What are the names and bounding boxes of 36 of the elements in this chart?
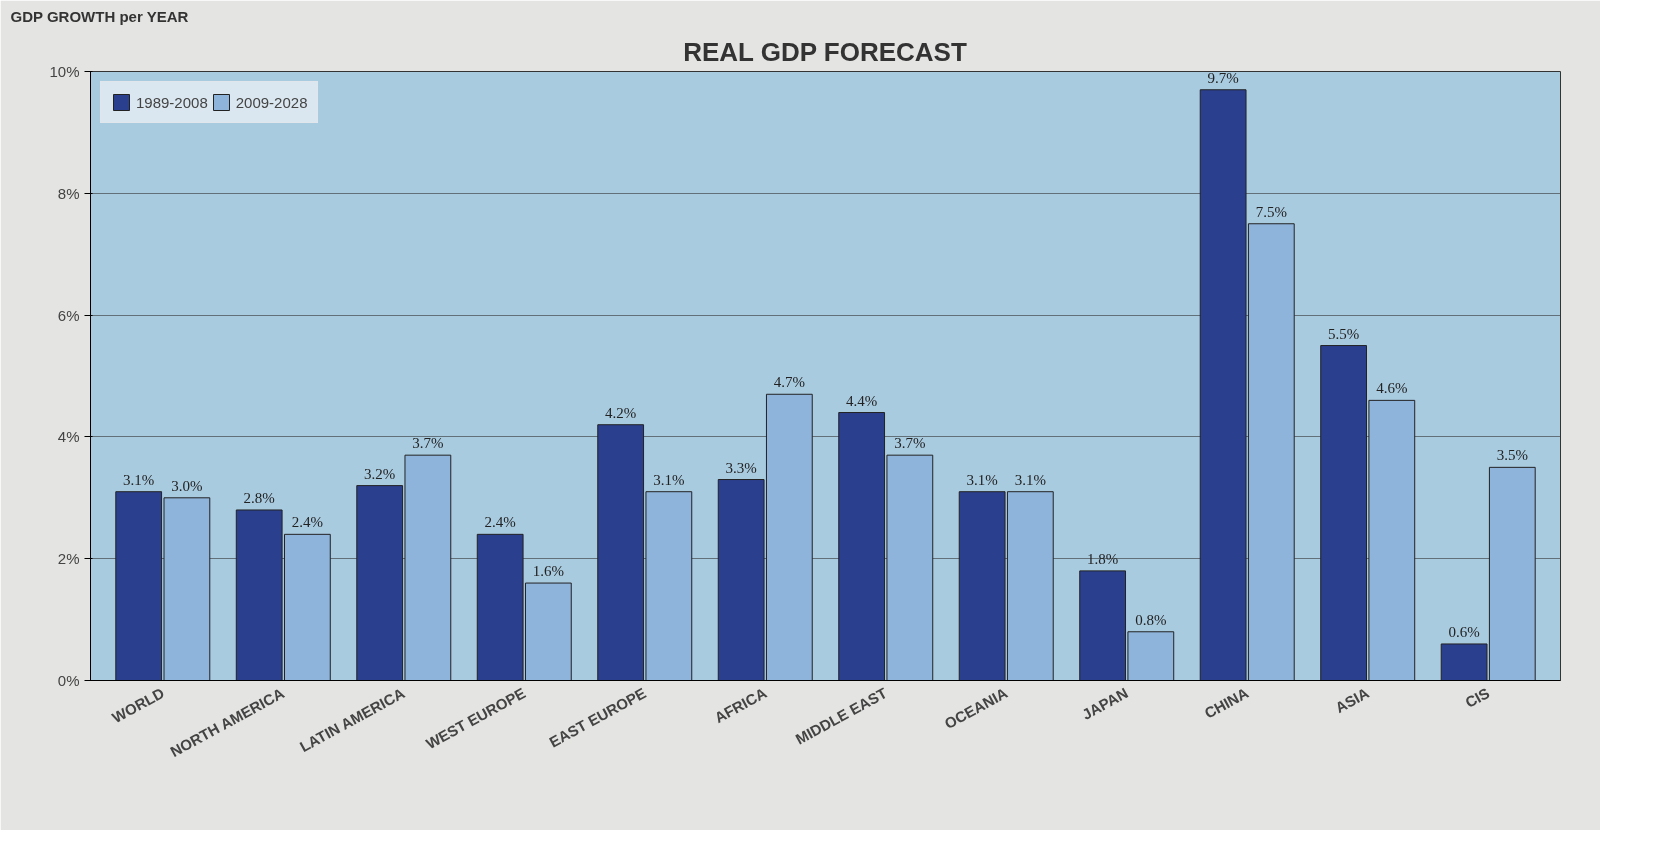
data-label: 3.7% bbox=[412, 435, 444, 452]
y-axis-title: GDP GROWTH per YEAR bbox=[10, 7, 189, 25]
y-tick-label: 8% bbox=[57, 184, 80, 202]
data-label: 3.2% bbox=[364, 465, 396, 482]
data-label: 7.5% bbox=[1255, 203, 1287, 220]
legend-label: 1989-2008 bbox=[136, 93, 208, 111]
y-tick-label: 4% bbox=[57, 428, 80, 446]
x-tick-label: ASIA bbox=[1332, 683, 1372, 717]
x-tick-label: CIS bbox=[1462, 684, 1493, 711]
data-label: 4.4% bbox=[846, 392, 878, 409]
data-label: 3.0% bbox=[171, 477, 203, 494]
data-label: 0.8% bbox=[1135, 611, 1167, 628]
y-tick-label: 10% bbox=[49, 63, 80, 80]
y-tick-label: 6% bbox=[57, 306, 80, 324]
legend-label: 2009-2028 bbox=[235, 93, 308, 111]
data-label: 3.5% bbox=[1496, 447, 1528, 464]
data-label: 3.1% bbox=[1014, 471, 1046, 488]
data-label: 9.7% bbox=[1207, 69, 1239, 86]
data-label: 3.7% bbox=[894, 435, 926, 452]
data-label: 2.4% bbox=[291, 514, 324, 531]
data-label: 4.2% bbox=[605, 404, 637, 421]
chart-title: REAL GDP FORECAST bbox=[683, 36, 967, 67]
data-label: 5.5% bbox=[1327, 325, 1360, 342]
data-label: 4.7% bbox=[773, 374, 805, 391]
data-label: 3.1% bbox=[653, 471, 685, 488]
data-label: 1.8% bbox=[1087, 550, 1119, 567]
data-label: 4.6% bbox=[1376, 380, 1408, 397]
data-label: 0.6% bbox=[1448, 623, 1480, 640]
data-label: 3.1% bbox=[123, 471, 155, 488]
y-tick-label: 0% bbox=[57, 672, 80, 689]
y-tick-label: 2% bbox=[57, 550, 80, 568]
data-label: 2.8% bbox=[243, 489, 275, 506]
data-label: 2.4% bbox=[484, 514, 516, 531]
data-label: 1.6% bbox=[532, 563, 564, 580]
data-label: 3.3% bbox=[725, 459, 757, 476]
data-label: 3.1% bbox=[966, 471, 998, 488]
